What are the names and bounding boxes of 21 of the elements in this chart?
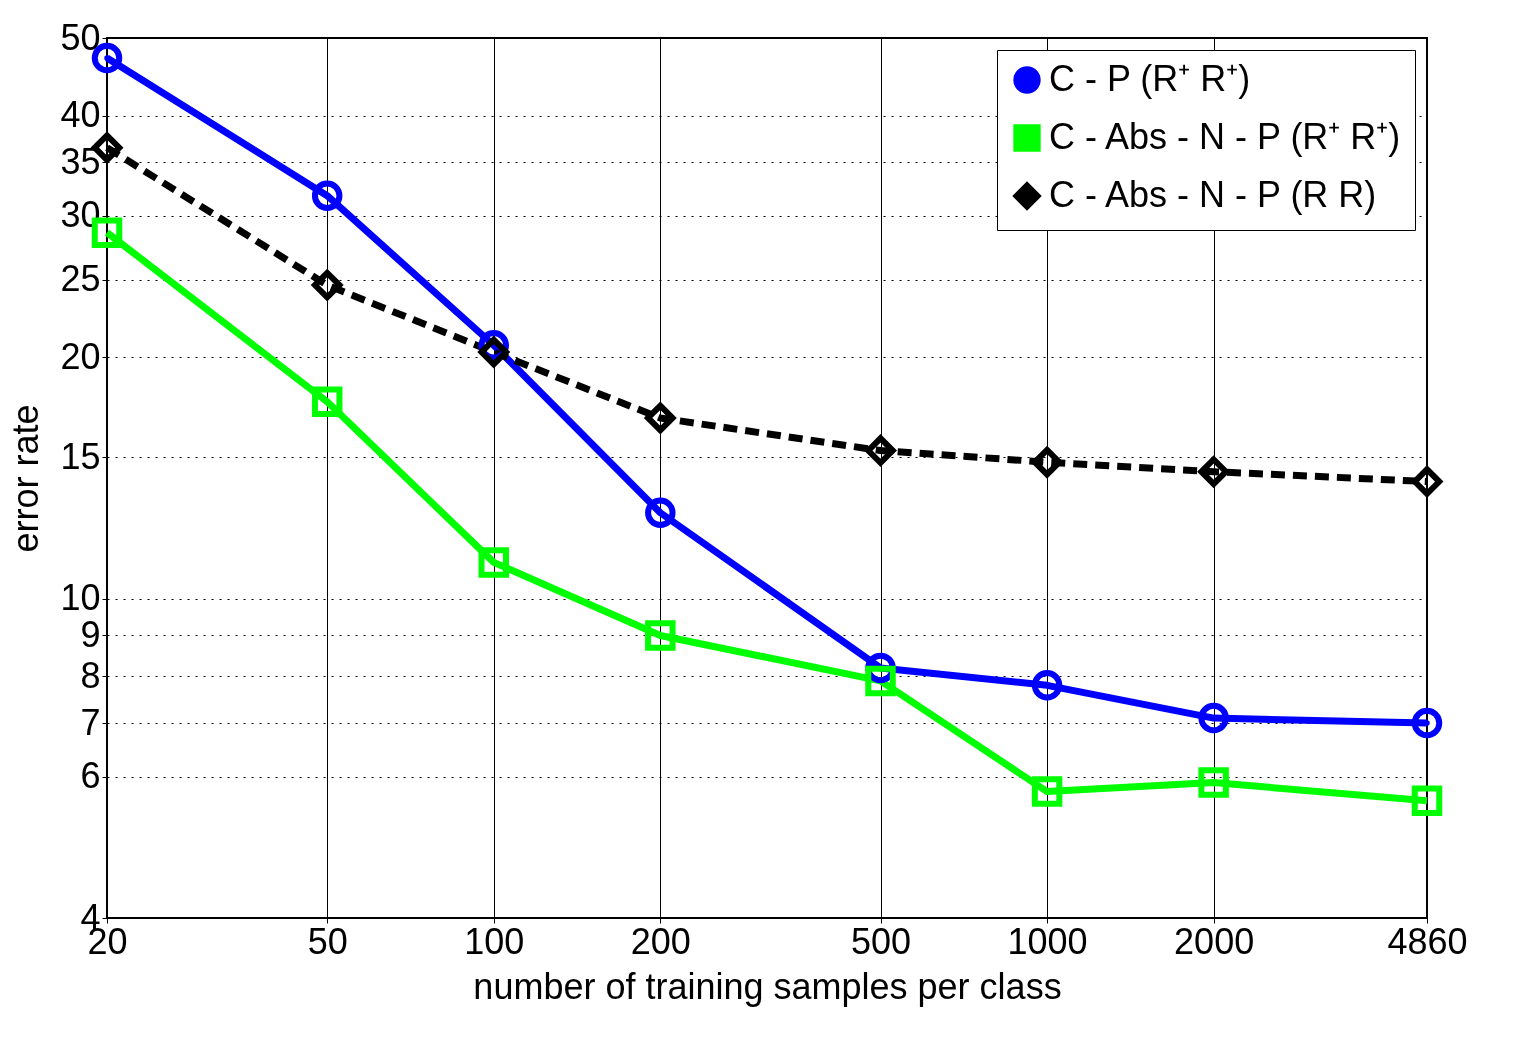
y-axis-title: error rate: [5, 404, 47, 553]
legend-label: C - P (R⁺ R⁺): [1049, 58, 1251, 99]
x-tick-label: 1000: [1007, 920, 1088, 962]
y-tick-label: 7: [80, 701, 101, 743]
y-tick-label: 35: [60, 140, 101, 182]
y-tick-label: 50: [60, 16, 101, 58]
x-tick-label: 200: [630, 920, 691, 962]
legend-label: C - Abs - N - P (R R): [1049, 174, 1377, 215]
x-tick-label: 4860: [1387, 920, 1468, 962]
x-tick-label: 500: [850, 920, 912, 962]
y-tick-label: 40: [60, 94, 101, 136]
x-tick-label: 50: [307, 920, 348, 962]
y-tick-label: 8: [80, 655, 101, 696]
legend-label: C - Abs - N - P (R⁺ R⁺): [1049, 116, 1401, 157]
x-axis-title: number of training samples per class: [473, 965, 1062, 1007]
x-tick-label: 100: [464, 920, 525, 962]
y-tick-label: 20: [60, 335, 101, 377]
y-tick-label: 15: [60, 435, 101, 477]
y-tick-label: 6: [80, 755, 101, 797]
x-tick-label: 2000: [1174, 920, 1255, 962]
y-tick-label: 25: [60, 258, 101, 299]
